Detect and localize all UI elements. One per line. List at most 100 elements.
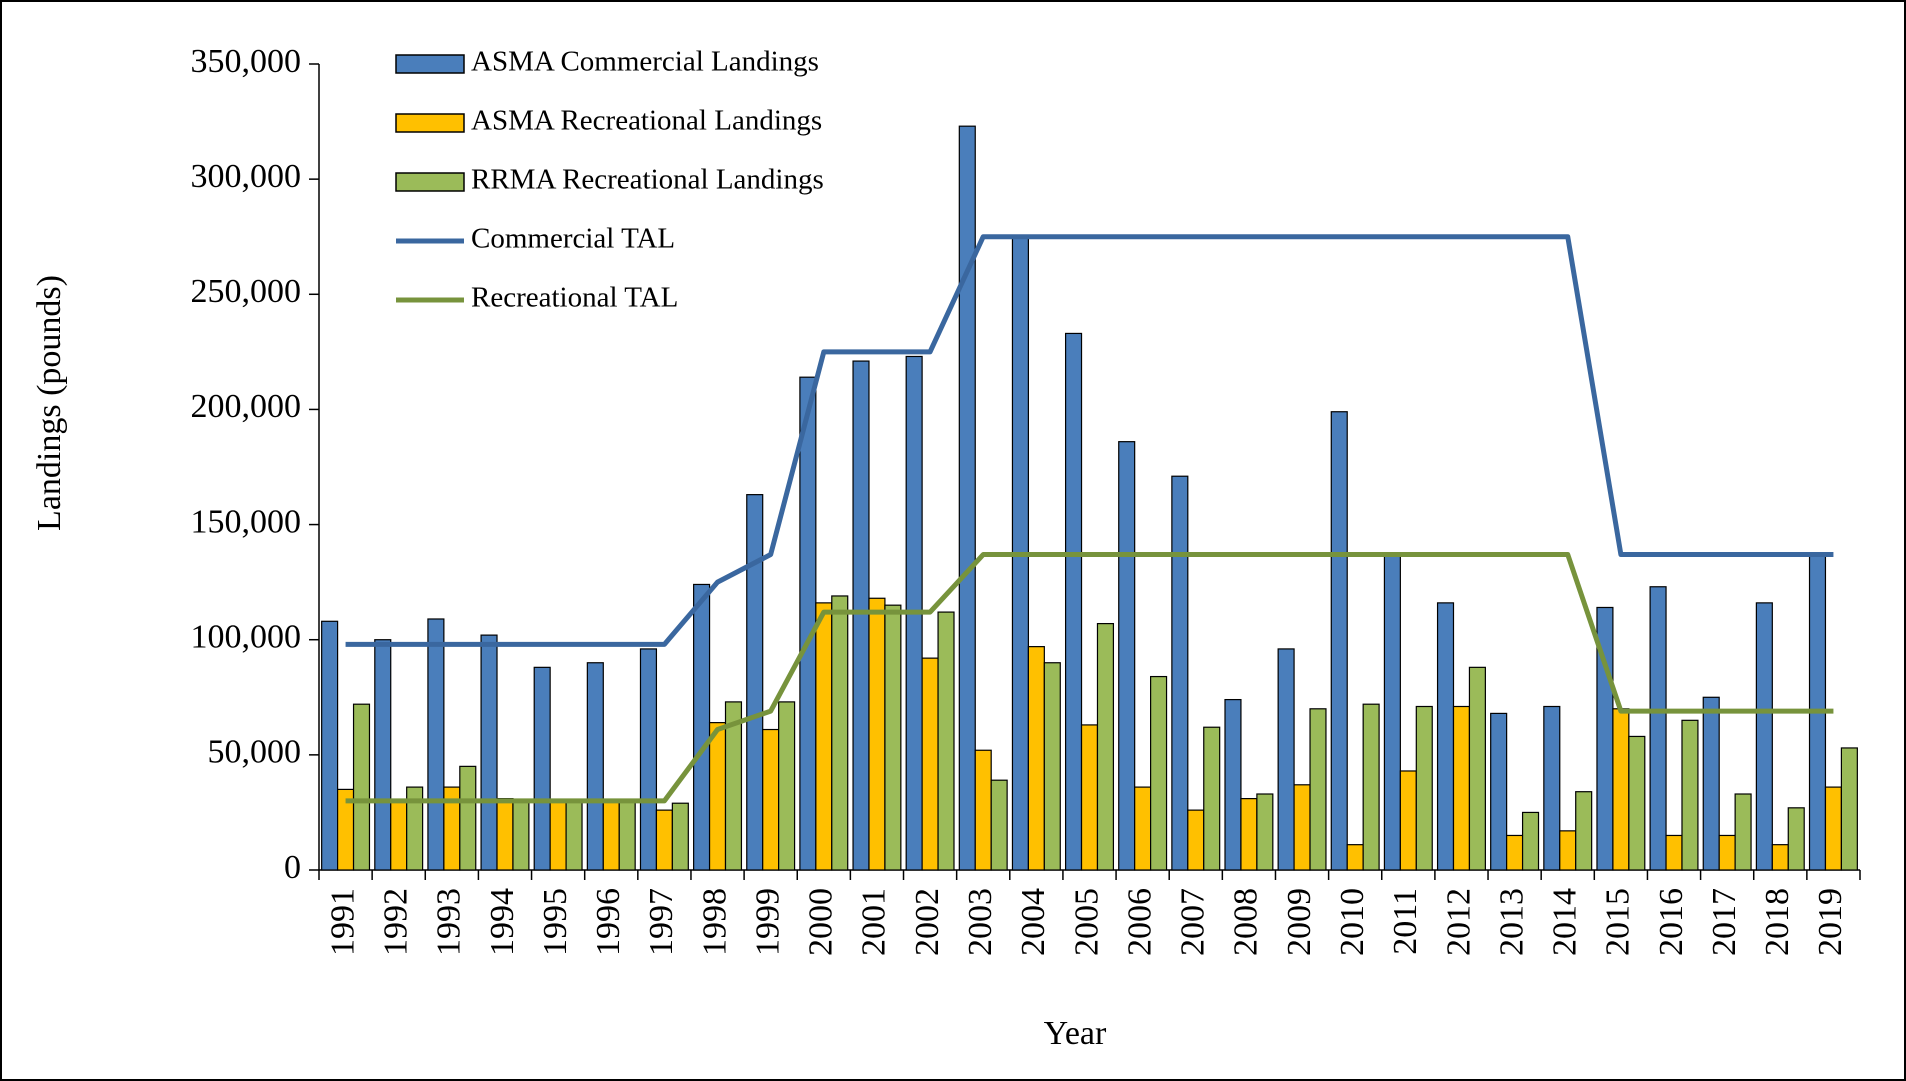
line [345, 234, 1834, 647]
x-tick-label: 1994 [484, 888, 521, 956]
bar [1436, 602, 1455, 871]
x-tick-label: 2013 [1493, 888, 1530, 956]
x-tick-label: 2000 [803, 888, 840, 956]
bar [390, 800, 408, 871]
bar [1755, 602, 1773, 871]
bar [1681, 719, 1699, 871]
bar [1362, 703, 1380, 871]
legend-swatch [395, 172, 465, 192]
bar [549, 800, 567, 871]
bar [427, 618, 445, 871]
x-tick-label: 2018 [1759, 888, 1796, 956]
bar [671, 802, 689, 871]
bar [974, 749, 992, 871]
bar [815, 602, 833, 871]
bar [693, 583, 711, 871]
bar [1787, 807, 1805, 871]
bar [1171, 475, 1189, 871]
bar [1399, 770, 1417, 871]
y-axis-title: Landings (pounds) [31, 275, 68, 531]
bar [496, 798, 514, 871]
bar [1187, 809, 1205, 871]
bar [1506, 834, 1524, 871]
legend-swatch [395, 54, 465, 74]
bar [1702, 696, 1720, 871]
bar [990, 779, 1008, 871]
bar [1649, 586, 1667, 871]
bar [602, 800, 620, 871]
x-tick-label: 1995 [537, 888, 574, 956]
x-tick-label: 2016 [1653, 888, 1690, 956]
bar [1277, 648, 1295, 871]
bar [533, 666, 551, 871]
bar [1309, 708, 1327, 871]
bar [724, 701, 743, 871]
x-tick-label: 2014 [1547, 888, 1584, 956]
bar [352, 703, 371, 871]
x-tick-label: 2005 [1068, 888, 1105, 956]
bar [1824, 786, 1843, 871]
bar [1543, 705, 1561, 871]
bar [512, 800, 530, 871]
bar [1612, 708, 1630, 871]
x-tick-label: 2015 [1600, 888, 1637, 956]
x-tick-label: 1991 [324, 888, 361, 956]
line [345, 552, 1834, 804]
y-tick-label: 250,000 [191, 273, 302, 310]
bar [1203, 726, 1221, 871]
bar [1256, 793, 1274, 871]
legend-label: RRMA Recreational Landings [471, 164, 824, 196]
legend-label: Recreational TAL [471, 282, 678, 314]
x-tick-label: 2004 [1015, 888, 1052, 956]
bar [1064, 332, 1083, 871]
bar [618, 800, 636, 871]
y-tick-label: 100,000 [191, 619, 302, 656]
x-tick-label: 1999 [749, 888, 786, 956]
bar [1840, 747, 1858, 871]
y-tick-label: 0 [284, 849, 301, 886]
y-tick-label: 150,000 [191, 503, 302, 540]
bar [1559, 830, 1577, 871]
x-tick-label: 2009 [1281, 888, 1318, 956]
x-axis-title: Year [1044, 1015, 1107, 1052]
bar [1771, 844, 1789, 871]
bar [708, 722, 727, 871]
bar [1575, 791, 1593, 871]
bar [655, 809, 673, 871]
bar [406, 786, 424, 871]
y-tick-label: 300,000 [191, 158, 302, 195]
y-tick-label: 200,000 [191, 388, 302, 425]
bar [831, 595, 849, 871]
bar [852, 360, 870, 871]
bar [1240, 798, 1258, 871]
bar [586, 662, 604, 871]
bar [799, 376, 817, 871]
y-tick-label: 50,000 [208, 734, 302, 771]
bar [1468, 666, 1486, 871]
bar [1734, 793, 1752, 871]
x-tick-label: 2010 [1334, 888, 1371, 956]
bar [1415, 705, 1433, 871]
x-tick-label: 2011 [1387, 888, 1424, 955]
legend-label: ASMA Commercial Landings [471, 46, 819, 78]
bar [1628, 735, 1646, 871]
x-tick-label: 2017 [1706, 888, 1743, 956]
x-tick-label: 1997 [643, 888, 680, 956]
bar [1080, 724, 1099, 871]
x-tick-label: 2007 [1175, 888, 1212, 956]
bar [1490, 712, 1508, 871]
bar [1027, 646, 1045, 871]
bar [1718, 834, 1736, 871]
bar [746, 494, 764, 871]
x-tick-label: 2008 [1228, 888, 1265, 956]
legend-swatch [395, 113, 465, 133]
bar [1330, 411, 1348, 871]
bar [921, 657, 939, 871]
x-tick-label: 1993 [431, 888, 468, 956]
x-tick-label: 1996 [590, 888, 627, 956]
bar [1134, 786, 1152, 871]
bar [1043, 662, 1061, 871]
bar [1096, 622, 1115, 871]
bar [1665, 834, 1683, 871]
